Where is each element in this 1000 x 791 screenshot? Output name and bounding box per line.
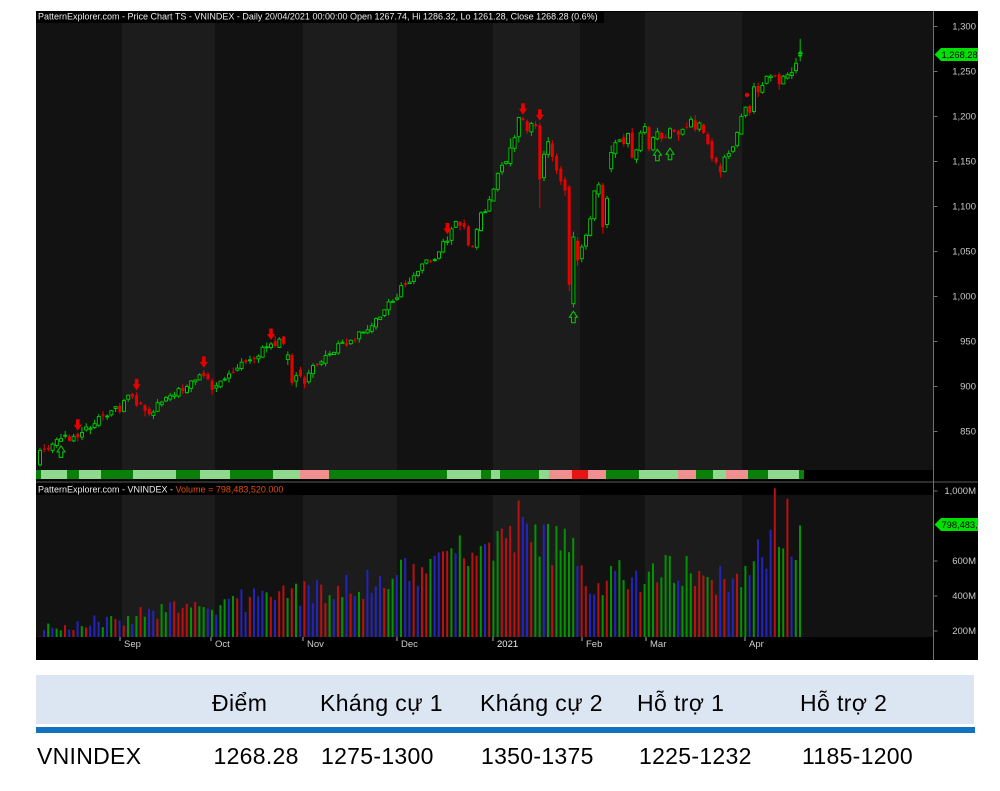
svg-text:1,100: 1,100 [952, 202, 976, 213]
svg-text:900: 900 [960, 382, 976, 393]
svg-text:1,150: 1,150 [952, 157, 976, 168]
svg-text:950: 950 [960, 337, 976, 348]
svg-text:600M: 600M [952, 556, 976, 567]
svg-text:Mar: Mar [650, 639, 666, 650]
svg-text:Dec: Dec [401, 639, 418, 650]
svg-text:1,268.28: 1,268.28 [942, 50, 978, 60]
svg-text:1,050: 1,050 [952, 247, 976, 258]
svg-text:Sep: Sep [124, 639, 141, 650]
svg-text:1,000M: 1,000M [944, 486, 976, 497]
svg-text:Nov: Nov [307, 639, 324, 650]
svg-text:400M: 400M [952, 591, 976, 602]
svg-text:PatternExplorer.com - VNINDEX: PatternExplorer.com - VNINDEX - Volume =… [38, 485, 283, 495]
svg-text:200M: 200M [952, 626, 976, 637]
svg-text:Feb: Feb [586, 639, 602, 650]
svg-text:1,300: 1,300 [952, 22, 976, 33]
svg-text:1,200: 1,200 [952, 112, 976, 123]
svg-text:798,483,52: 798,483,52 [942, 520, 979, 530]
svg-text:PatternExplorer.com - Price Ch: PatternExplorer.com - Price Chart TS - V… [38, 12, 598, 22]
svg-text:2021: 2021 [497, 639, 518, 650]
svg-text:1,000: 1,000 [952, 292, 976, 303]
svg-text:Apr: Apr [749, 639, 764, 650]
svg-text:1,250: 1,250 [952, 67, 976, 78]
svg-text:850: 850 [960, 427, 976, 438]
svg-text:Oct: Oct [215, 639, 230, 650]
